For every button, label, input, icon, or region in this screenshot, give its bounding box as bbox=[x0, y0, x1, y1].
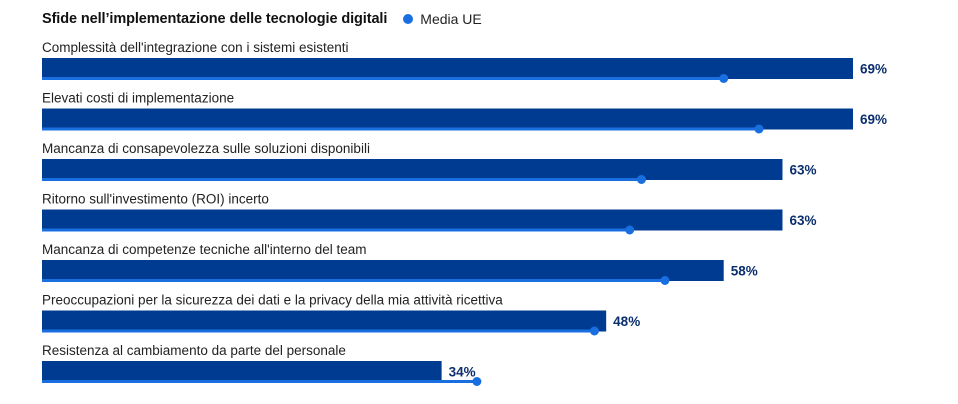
legend-dot-icon bbox=[403, 14, 414, 24]
eu-average-dot bbox=[625, 225, 635, 235]
eu-average-dot bbox=[660, 276, 670, 285]
eu-average-dot bbox=[719, 74, 729, 83]
bar bbox=[42, 310, 607, 332]
eu-average-line bbox=[42, 279, 665, 282]
eu-average-line bbox=[42, 228, 630, 232]
category-label: Elevati costi di implementazione bbox=[42, 91, 234, 106]
category-label: Mancanza di consapevolezza sulle soluzio… bbox=[42, 141, 370, 156]
chart-title: Sfide nell’implementazione delle tecnolo… bbox=[42, 11, 388, 27]
bar bbox=[42, 260, 724, 281]
bar bbox=[42, 159, 783, 180]
bar bbox=[42, 361, 442, 382]
eu-average-dot bbox=[472, 377, 482, 386]
category-label: Ritorno sull'investimento (ROI) incerto bbox=[42, 192, 269, 207]
value-label: 63% bbox=[789, 163, 816, 178]
category-label: Complessità dell'integrazione con i sist… bbox=[42, 40, 348, 55]
category-label: Mancanza di competenze tecniche all'inte… bbox=[42, 242, 367, 257]
eu-average-dot bbox=[589, 326, 599, 336]
eu-average-line bbox=[42, 329, 595, 333]
eu-average-line bbox=[42, 77, 724, 80]
eu-average-line bbox=[42, 380, 477, 383]
eu-average-line bbox=[42, 127, 759, 131]
chart-header: Sfide nell’implementazione delle tecnolo… bbox=[42, 9, 482, 29]
value-label: 63% bbox=[789, 213, 816, 228]
value-label: 48% bbox=[613, 314, 640, 329]
eu-average-dot bbox=[754, 124, 764, 134]
eu-average-line bbox=[42, 178, 642, 181]
category-label: Resistenza al cambiamento da parte del p… bbox=[42, 343, 346, 358]
value-label: 69% bbox=[860, 62, 887, 77]
value-label: 34% bbox=[449, 365, 476, 380]
bar bbox=[42, 108, 853, 130]
bar bbox=[42, 58, 853, 79]
bar bbox=[42, 209, 783, 231]
category-label: Preoccupazioni per la sicurezza dei dati… bbox=[42, 293, 503, 308]
legend-label: Media UE bbox=[420, 11, 482, 27]
value-label: 69% bbox=[860, 112, 887, 127]
eu-average-dot bbox=[636, 175, 646, 184]
value-label: 58% bbox=[731, 264, 758, 279]
legend: Media UE bbox=[403, 11, 482, 27]
